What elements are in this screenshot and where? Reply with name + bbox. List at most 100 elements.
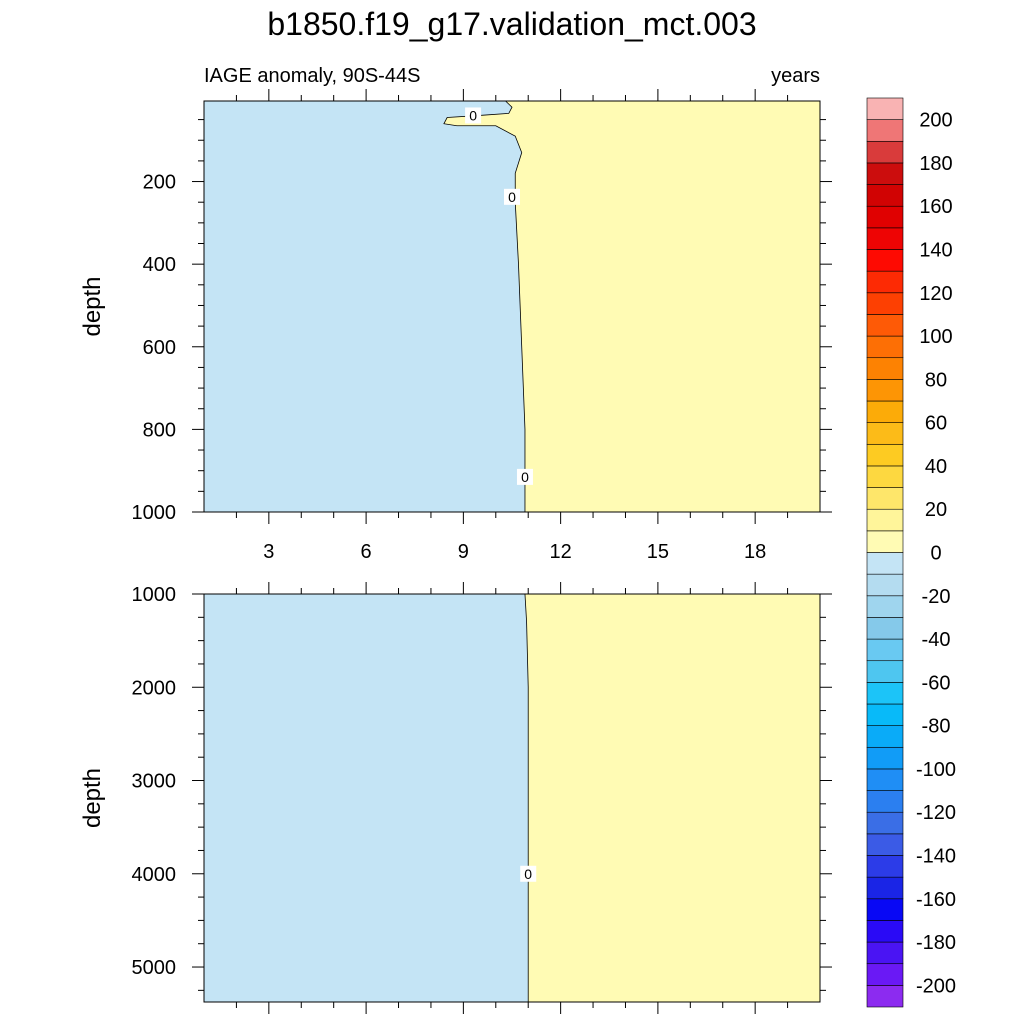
colorbar-tick-label: 120 [919,283,952,305]
colorbar-swatch [866,790,904,813]
colorbar-swatch [866,530,904,553]
x-tick-label: 9 [458,541,469,563]
contour-label: 0 [521,469,529,485]
colorbar-swatch [866,682,904,705]
y-axis-label: depth [79,276,106,336]
colorbar-tick-label: 180 [919,153,952,175]
colorbar-swatch [866,400,904,423]
x-tick-label: 12 [550,541,572,563]
contour-label: 0 [508,189,516,205]
units-label: years [771,65,820,87]
y-tick-label: 800 [143,419,176,441]
colorbar-swatch [866,617,904,640]
colorbar-swatch [866,119,904,142]
colorbar-tick-label: -40 [922,629,951,651]
colorbar-swatch [866,227,904,250]
colorbar-tick-label: 20 [925,499,947,521]
colorbar-tick-label: -100 [916,759,956,781]
upper-panel: 0 0 0 200 400 600 800 1000 depth 3 6 9 12 15 18 [79,89,832,563]
colorbar-swatch [866,487,904,510]
y-tick-label: 200 [143,172,176,194]
y-axis-label: depth [79,768,106,828]
colorbar-swatch [866,335,904,359]
y-tick-label: 1000 [132,584,177,606]
colorbar-swatch [866,985,904,1008]
colorbar-swatch [866,833,904,856]
colorbar-tick-label: 0 [930,543,941,565]
colorbar-tick-label: 100 [919,326,952,348]
y-tick-label: 400 [143,254,176,276]
colorbar-swatch [866,205,904,229]
contour-label-box [465,107,482,124]
colorbar-tick-label: 140 [919,240,952,262]
plot-frame [203,100,821,513]
zero-contour-line [443,100,526,512]
y-tick-label: 4000 [132,864,177,886]
colorbar-swatch [866,379,904,402]
y-tick-label: 2000 [132,677,177,699]
colorbar-swatch [866,811,904,835]
colorbar-swatch [866,140,904,164]
colorbar-swatch [866,184,904,207]
colorbar-swatch [866,249,904,272]
colorbar-swatch [866,357,904,380]
x-tick-label: 18 [744,541,766,563]
colorbar-swatch [866,855,904,878]
colorbar-swatch [866,638,904,662]
contour-label-box [504,188,520,205]
negative-region [204,594,529,1002]
colorbar-swatch [866,97,904,120]
colorbar-swatch [866,422,904,445]
contour-label-box [520,865,537,882]
colorbar-tick-label: -20 [922,586,951,608]
y-tick-label: 600 [143,337,176,359]
chart-title: b1850.f19_g17.validation_mct.003 [267,6,756,42]
colorbar-swatch [866,920,904,943]
colorbar-swatch [866,768,904,791]
colorbar-swatch [866,270,904,294]
colorbar-tick-label: 60 [925,413,947,435]
y-tick-label: 3000 [132,771,177,793]
colorbar-swatch [866,465,904,488]
contour-label: 0 [469,107,477,123]
colorbar-swatch [866,963,904,986]
colorbar-swatch [866,573,904,597]
colorbar-tick-label: -160 [916,889,956,911]
colorbar-swatch [866,443,904,467]
x-tick-label: 3 [263,541,274,563]
colorbar-swatch [866,595,904,618]
y-tick-label: 1000 [132,502,177,524]
contour-label: 0 [524,866,532,882]
colorbar-swatch [866,725,904,748]
colorbar-tick-label: -200 [916,975,956,997]
colorbar-tick-label: 40 [925,456,947,478]
colorbar-tick-label: 200 [919,110,952,132]
colorbar-tick-label: 160 [919,196,952,218]
colorbar-swatch [866,314,904,337]
y-tick-label: 5000 [132,957,177,979]
colorbar-tick-label: -140 [916,846,956,868]
colorbar-tick-label: -80 [922,716,951,738]
colorbar-tick-label: -120 [916,802,956,824]
zero-contour-line [524,593,529,1002]
colorbar-swatch [866,703,904,726]
colorbar-swatch [866,552,904,575]
colorbar-swatch [866,941,904,965]
x-tick-label: 15 [647,541,669,563]
colorbar: 200180160140120100806040200-20-40-60-80-… [866,97,956,1008]
lower-panel: 0 1000 2000 3000 4000 5000 depth [79,582,832,1014]
colorbar-tick-label: 80 [925,369,947,391]
colorbar-tick-label: -60 [922,672,951,694]
colorbar-swatch [866,508,904,532]
colorbar-tick-label: -180 [916,932,956,954]
colorbar-swatch [866,876,904,900]
contour-label-box [516,468,533,485]
colorbar-swatch [866,660,904,683]
colorbar-swatch [866,162,904,185]
plot-frame [203,593,821,1003]
colorbar-swatch [866,898,904,921]
colorbar-swatch [866,746,904,770]
x-tick-label: 6 [361,541,372,563]
subtitle-left: IAGE anomaly, 90S-44S [204,65,420,87]
